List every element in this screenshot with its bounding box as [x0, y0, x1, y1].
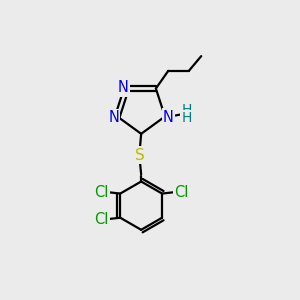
Text: Cl: Cl	[94, 212, 109, 227]
Text: H: H	[182, 103, 192, 117]
Text: S: S	[135, 148, 145, 163]
Text: N: N	[163, 110, 174, 124]
Text: N: N	[118, 80, 129, 95]
Text: Cl: Cl	[174, 184, 188, 200]
Text: H: H	[182, 111, 192, 125]
Text: N: N	[108, 110, 119, 125]
Text: Cl: Cl	[94, 184, 109, 200]
